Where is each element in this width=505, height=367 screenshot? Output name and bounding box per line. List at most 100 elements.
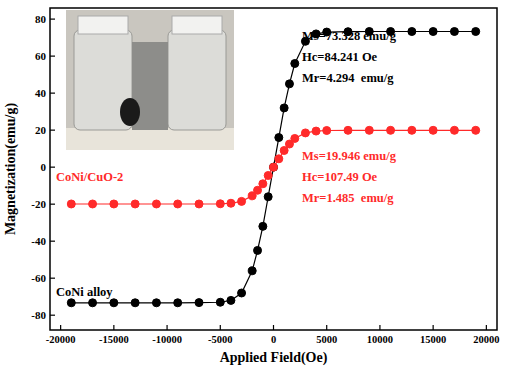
x-tick — [273, 325, 274, 330]
data-point — [472, 28, 480, 36]
y-tick-label: 60 — [35, 50, 47, 62]
data-point — [238, 197, 246, 205]
y-tick-label: 20 — [35, 124, 47, 136]
data-point — [227, 199, 235, 207]
data-point — [67, 200, 75, 208]
x-tick — [433, 325, 434, 330]
x-axis-title: Applied Field(Oe) — [220, 350, 328, 366]
data-point — [285, 80, 293, 88]
annotation: Hc=84.241 Oe — [302, 50, 378, 64]
x-tick — [113, 325, 114, 330]
annotation: Mr=1.485 emu/g — [302, 191, 394, 205]
y-tick — [50, 130, 55, 131]
data-point — [291, 60, 299, 68]
data-point — [429, 126, 437, 134]
x-tick — [326, 325, 327, 330]
data-point — [387, 126, 395, 134]
plot-frame — [50, 8, 497, 330]
data-point — [264, 171, 272, 179]
annotation: Mr=4.294 emu/g — [302, 71, 394, 85]
inset-photo — [66, 10, 234, 150]
y-axis-title: Magnetization(emu/g) — [3, 103, 19, 236]
annotation: Ms=19.946 emu/g — [302, 149, 397, 163]
data-point — [110, 299, 118, 307]
y-tick-label: -60 — [31, 272, 46, 284]
y-tick — [50, 204, 55, 205]
x-tick-label: -10000 — [152, 334, 182, 345]
data-point — [408, 126, 416, 134]
data-point — [227, 296, 235, 304]
y-tick-label: -40 — [31, 235, 46, 247]
data-point — [301, 129, 309, 137]
data-point — [195, 200, 203, 208]
annotation: Ms=73.328 emu/g — [302, 29, 397, 43]
x-tick-label: 5000 — [316, 334, 337, 345]
data-point — [195, 299, 203, 307]
series-label: CoNi/CuO-2 — [56, 170, 123, 184]
y-tick-label: -20 — [31, 198, 46, 210]
x-tick — [379, 325, 380, 330]
data-point — [259, 222, 267, 230]
y-tick — [50, 278, 55, 279]
data-point — [254, 246, 262, 254]
data-point — [216, 298, 224, 306]
annotation: Hc=107.49 Oe — [302, 170, 378, 184]
x-tick-label: 0 — [271, 334, 276, 345]
y-tick-label: 80 — [35, 13, 47, 25]
x-tick-label: 15000 — [420, 334, 446, 345]
data-point — [450, 28, 458, 36]
plot-area — [67, 28, 479, 307]
data-point — [238, 289, 246, 297]
data-point — [89, 200, 97, 208]
x-tick — [166, 325, 167, 330]
chart: -20000 -15000 -10000 -5000 0 5000 10000 15000 20… — [0, 0, 505, 367]
x-tick — [220, 325, 221, 330]
y-tick-label: -80 — [31, 309, 46, 321]
y-tick-label: 40 — [35, 87, 47, 99]
data-point — [270, 163, 278, 171]
photo-cap — [172, 16, 222, 34]
data-point — [450, 126, 458, 134]
y-tick — [50, 93, 55, 94]
data-point — [174, 299, 182, 307]
data-point — [312, 127, 320, 135]
data-point — [264, 193, 272, 201]
x-tick-label: -5000 — [208, 334, 233, 345]
data-point — [67, 299, 75, 307]
data-point — [89, 299, 97, 307]
photo-bg — [66, 10, 234, 150]
series-line — [71, 130, 475, 204]
x-tick-label: -15000 — [99, 334, 129, 345]
y-tick-label: 0 — [41, 161, 47, 173]
y-tick — [50, 19, 55, 20]
data-point — [429, 28, 437, 36]
data-point — [472, 126, 480, 134]
series-label: CoNi alloy — [56, 285, 113, 299]
data-point — [259, 180, 267, 188]
x-tick — [60, 325, 61, 330]
data-point — [344, 126, 352, 134]
x-tick-label: 10000 — [367, 334, 393, 345]
data-point — [275, 155, 283, 163]
data-point — [280, 104, 288, 112]
photo-powder — [120, 98, 140, 126]
data-point — [275, 134, 283, 142]
data-point — [110, 200, 118, 208]
data-point — [323, 127, 331, 135]
data-point — [152, 299, 160, 307]
data-point — [291, 134, 299, 142]
x-tick-label: 20000 — [473, 334, 499, 345]
data-point — [270, 163, 278, 171]
data-point — [408, 28, 416, 36]
x-tick — [486, 325, 487, 330]
data-point — [174, 200, 182, 208]
y-tick — [50, 315, 55, 316]
data-point — [216, 200, 224, 208]
y-tick — [50, 56, 55, 57]
data-point — [365, 126, 373, 134]
x-tick-label: -20000 — [46, 334, 76, 345]
photo-ruler — [66, 128, 234, 150]
data-point — [248, 267, 256, 275]
data-point — [131, 200, 139, 208]
series-line — [71, 32, 475, 303]
